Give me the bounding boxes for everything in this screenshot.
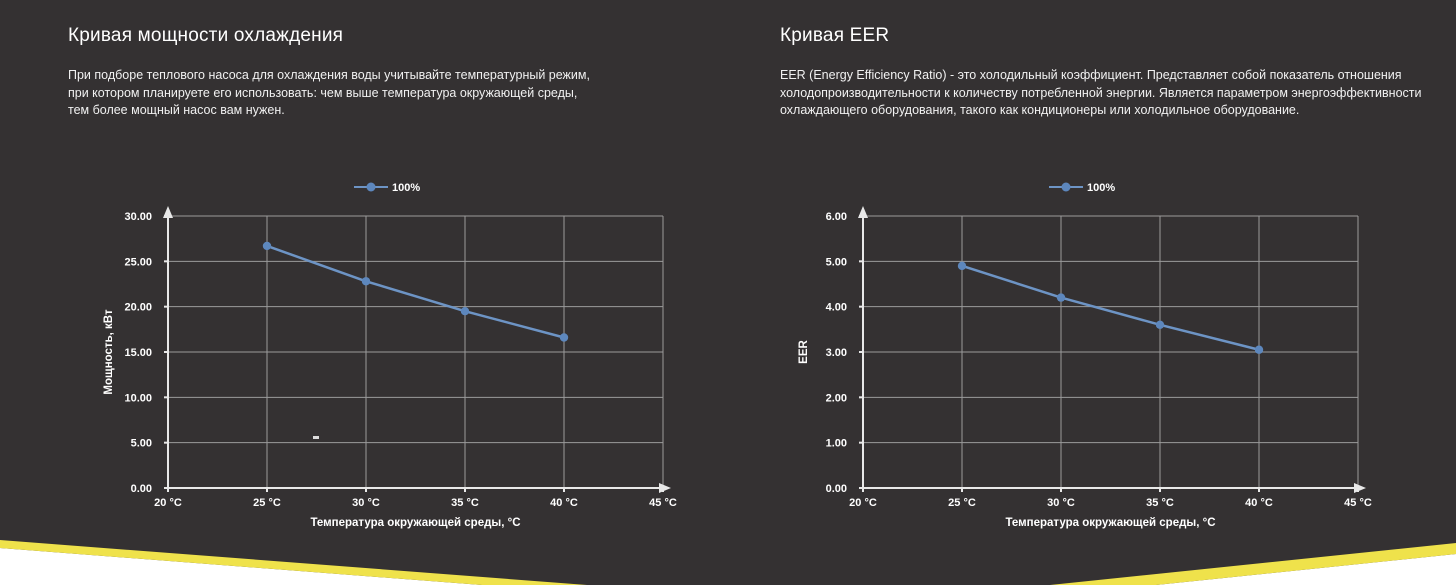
data-point bbox=[1056, 293, 1066, 302]
svg-text:40 °C: 40 °C bbox=[550, 497, 578, 509]
data-point bbox=[957, 261, 967, 271]
footer-white-left bbox=[0, 548, 482, 585]
svg-text:30 °C: 30 °C bbox=[352, 497, 380, 509]
tick-labels: 0.00 1.00 2.00 3.00 4.00 5.00 6.00 20 °C 25 °C 30… bbox=[826, 211, 1372, 509]
svg-text:45 °C: 45 °C bbox=[1344, 497, 1372, 509]
x-axis-title: Температура окружающей среды, °C bbox=[310, 517, 520, 529]
data-point bbox=[460, 307, 470, 316]
data-point bbox=[361, 277, 371, 286]
stray-mark-artifact bbox=[313, 436, 319, 439]
data-point bbox=[262, 241, 272, 251]
description-line: тем более мощный насос вам нужен. bbox=[68, 103, 285, 117]
svg-text:10.00: 10.00 bbox=[124, 392, 152, 404]
svg-text:6.00: 6.00 bbox=[826, 211, 847, 223]
y-axis-arrow bbox=[858, 206, 868, 218]
svg-text:20 °C: 20 °C bbox=[154, 497, 182, 509]
svg-text:15.00: 15.00 bbox=[124, 347, 152, 359]
description-line: охлаждающего оборудования, такого как ко… bbox=[780, 103, 1300, 117]
data-point bbox=[1155, 320, 1165, 329]
footer-white-right bbox=[1156, 554, 1456, 585]
data-point bbox=[1254, 345, 1264, 354]
description-line: EER (Energy Efficiency Ratio) - это холо… bbox=[780, 68, 1402, 82]
y-axis-title: Мощность, кВт bbox=[103, 309, 115, 395]
axes bbox=[164, 215, 664, 492]
eer-chart: 0.00 1.00 2.00 3.00 4.00 5.00 6.00 20 °C 25 °C 30… bbox=[790, 175, 1390, 535]
footer-yellow-left bbox=[0, 540, 587, 585]
svg-text:25.00: 25.00 bbox=[124, 256, 152, 268]
svg-text:2.00: 2.00 bbox=[826, 392, 847, 404]
svg-text:20.00: 20.00 bbox=[124, 302, 152, 314]
axis-titles: Мощность, кВт Температура окружающей сред… bbox=[103, 309, 521, 529]
svg-text:5.00: 5.00 bbox=[131, 438, 152, 450]
page-title: Кривая EER bbox=[780, 25, 890, 46]
svg-text:4.00: 4.00 bbox=[826, 302, 847, 314]
svg-text:35 °C: 35 °C bbox=[451, 497, 479, 509]
series-line bbox=[262, 241, 569, 342]
svg-text:5.00: 5.00 bbox=[826, 256, 847, 268]
tick-labels: 0.00 5.00 10.00 15.00 20.00 25.00 30.00 20 °C 25… bbox=[124, 211, 676, 509]
description-line: при котором планируете его использовать:… bbox=[68, 85, 578, 100]
series-line bbox=[957, 261, 1264, 354]
svg-text:1.00: 1.00 bbox=[826, 438, 847, 450]
section-cooling-power: Кривая мощности охлаждения При подборе т… bbox=[68, 24, 728, 120]
svg-text:35 °C: 35 °C bbox=[1146, 497, 1174, 509]
description-line: холодопроизводительности к количеству по… bbox=[780, 85, 1422, 100]
legend: 100% bbox=[354, 182, 420, 194]
svg-text:40 °C: 40 °C bbox=[1245, 497, 1273, 509]
svg-text:25 °C: 25 °C bbox=[948, 497, 976, 509]
description-line: При подборе теплового насоса для охлажде… bbox=[68, 68, 590, 82]
page-title: Кривая мощности охлаждения bbox=[68, 25, 344, 46]
footer-yellow-right bbox=[1050, 543, 1456, 585]
axis-titles: EER Температура окружающей среды, °C bbox=[798, 339, 1216, 529]
svg-text:0.00: 0.00 bbox=[131, 483, 152, 495]
x-axis-arrow bbox=[1354, 483, 1366, 493]
svg-text:45 °C: 45 °C bbox=[649, 497, 677, 509]
gridlines bbox=[863, 215, 1359, 488]
svg-text:0.00: 0.00 bbox=[826, 483, 847, 495]
chart-canvas: 0.00 5.00 10.00 15.00 20.00 25.00 30.00 20 °C 25… bbox=[103, 182, 677, 529]
axes bbox=[859, 215, 1359, 492]
section-description: При подборе теплового насоса для охлажде… bbox=[68, 67, 728, 120]
cooling-power-chart: 0.00 5.00 10.00 15.00 20.00 25.00 30.00 20 °C 25… bbox=[95, 175, 695, 535]
svg-text:25 °C: 25 °C bbox=[253, 497, 281, 509]
footer-decoration bbox=[0, 540, 1456, 585]
gridlines bbox=[168, 215, 664, 488]
y-axis-title: EER bbox=[798, 339, 810, 363]
svg-text:3.00: 3.00 bbox=[826, 347, 847, 359]
legend-label: 100% bbox=[392, 182, 420, 194]
svg-text:30.00: 30.00 bbox=[124, 211, 152, 223]
svg-text:30 °C: 30 °C bbox=[1047, 497, 1075, 509]
data-point bbox=[559, 333, 569, 342]
svg-text:20 °C: 20 °C bbox=[849, 497, 877, 509]
x-axis-title: Температура окружающей среды, °C bbox=[1005, 517, 1215, 529]
chart-canvas: 0.00 1.00 2.00 3.00 4.00 5.00 6.00 20 °C 25 °C 30… bbox=[798, 182, 1372, 529]
legend-label: 100% bbox=[1087, 182, 1115, 194]
legend: 100% bbox=[1049, 182, 1115, 194]
section-eer: Кривая EER EER (Energy Efficiency Ratio)… bbox=[780, 24, 1445, 120]
y-axis-arrow bbox=[163, 206, 173, 218]
section-description: EER (Energy Efficiency Ratio) - это холо… bbox=[780, 67, 1445, 120]
x-axis-arrow bbox=[659, 483, 671, 493]
